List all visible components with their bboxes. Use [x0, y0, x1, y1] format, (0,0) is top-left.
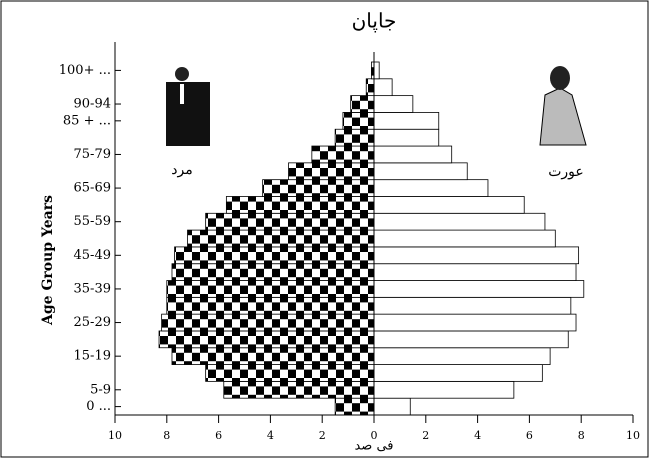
bar: [373, 330, 569, 349]
bar: [373, 112, 440, 130]
y-tick-label: 75-79: [74, 147, 111, 162]
bar: [334, 128, 375, 147]
bar: [205, 364, 375, 382]
bar: [373, 61, 380, 80]
x-tick-label: 10: [108, 429, 122, 442]
bar: [373, 145, 453, 164]
x-tick-label: 4: [267, 429, 274, 442]
bar: [373, 397, 411, 416]
y-tick-label: 65-69: [74, 181, 111, 196]
x-tick-label: 8: [578, 429, 585, 442]
x-tick-label: 4: [474, 429, 481, 442]
bar: [373, 246, 580, 265]
y-tick-label: 55-59: [74, 214, 111, 229]
bar: [262, 179, 375, 197]
bar: [365, 78, 375, 97]
bar: [166, 296, 375, 315]
bar: [373, 380, 515, 399]
bar: [373, 280, 585, 298]
bar: [373, 364, 543, 382]
y-tick-label: 90-94: [74, 97, 111, 112]
bar: [311, 145, 375, 164]
bar: [171, 263, 375, 281]
y-tick-label: 5-9: [90, 382, 111, 397]
bar: [171, 347, 375, 365]
bar: [288, 162, 375, 181]
y-tick-label: 100+ ...: [59, 63, 111, 78]
x-tick-label: 2: [422, 429, 429, 442]
bar: [373, 128, 440, 147]
x-tick-label: 6: [526, 429, 533, 442]
bar: [161, 313, 375, 332]
bar: [373, 229, 556, 248]
x-tick-label: 10: [626, 429, 640, 442]
x-tick-label: 2: [319, 429, 326, 442]
bar: [373, 95, 414, 113]
bar: [373, 179, 489, 197]
y-axis-label: Age Group Years: [40, 195, 56, 326]
bar: [373, 263, 577, 281]
bar: [158, 330, 375, 349]
x-tick-label: 8: [163, 429, 170, 442]
bar: [373, 162, 468, 181]
bar: [373, 296, 572, 315]
bar: [373, 196, 525, 214]
bar: [373, 313, 577, 332]
bar: [373, 78, 393, 97]
bar: [205, 212, 375, 231]
bar: [350, 95, 375, 113]
bar: [166, 280, 375, 298]
chart-title: جاپان: [352, 9, 397, 33]
bar: [373, 212, 546, 231]
y-tick-label: 25-29: [74, 315, 111, 330]
bar: [187, 229, 375, 248]
y-tick-label: 45-49: [74, 248, 111, 263]
x-tick-label: 6: [215, 429, 222, 442]
bar: [223, 380, 375, 399]
x-axis-label: فی صد: [354, 439, 393, 454]
woman-figure: [539, 66, 587, 146]
legend-male: مرد: [171, 162, 192, 178]
y-tick-label: 0 ...: [86, 399, 111, 414]
bar: [342, 112, 375, 130]
y-tick-label: 35-39: [74, 281, 111, 296]
bar: [373, 347, 551, 365]
x-tick-label: 0: [371, 429, 378, 442]
bar: [334, 397, 375, 416]
bar: [225, 196, 375, 214]
bar: [174, 246, 375, 265]
man-figure: [166, 67, 210, 146]
y-tick-label: 15-19: [74, 349, 111, 364]
legend-female: عورت: [548, 164, 584, 180]
y-tick-label: 85 + ...: [63, 113, 111, 128]
